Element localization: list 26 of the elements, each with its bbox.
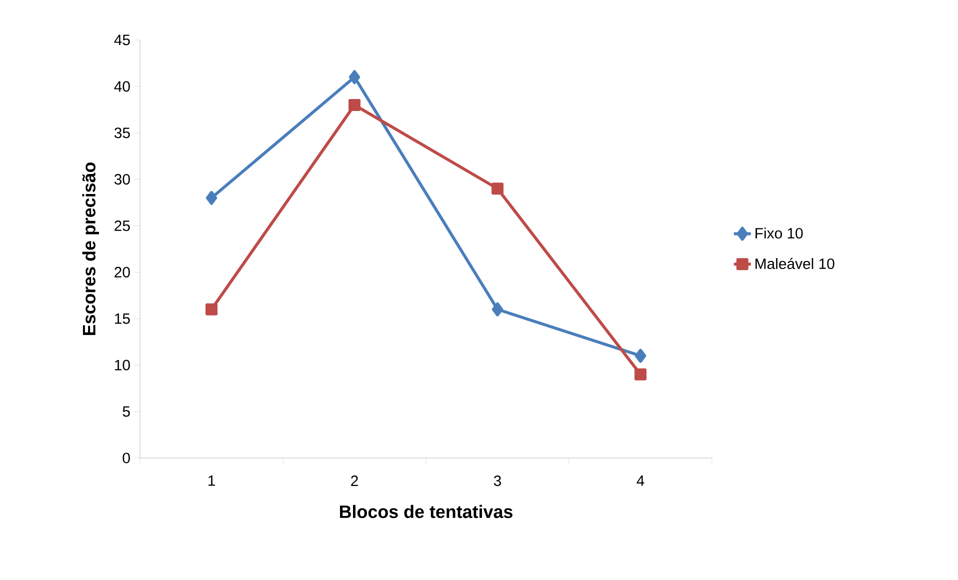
y-tick-label: 40 [114, 81, 130, 92]
y-tick-label: 10 [115, 360, 130, 370]
point [634, 348, 646, 363]
point [348, 99, 361, 112]
x-tick-label: 4 [636, 476, 644, 486]
point [348, 70, 360, 84]
y-tick-label: 5 [122, 406, 130, 417]
point [634, 368, 647, 380]
y-tick-label: 20 [114, 266, 130, 278]
y-tick-label: 35 [114, 128, 130, 138]
y-tick-label: 45 [114, 34, 130, 46]
x-tick-label: 2 [351, 476, 358, 486]
x-axis-title: Blocos de tentativas [340, 504, 512, 518]
y-tick-label: 15 [115, 313, 130, 324]
point [206, 190, 218, 205]
y-tick-label: 25 [114, 220, 130, 232]
point [492, 302, 504, 316]
y-tick-label: 0 [122, 452, 130, 464]
y-tick-label: 30 [114, 174, 130, 185]
x-tick-label: 1 [208, 476, 215, 486]
x-tick-label: 3 [494, 476, 502, 486]
point [206, 303, 218, 316]
point [492, 182, 504, 195]
legend-label: Fixo 10 [756, 228, 803, 239]
legend-label: Maleável 10 [756, 258, 834, 270]
y-axis-title: Escores de precisão [82, 162, 100, 336]
